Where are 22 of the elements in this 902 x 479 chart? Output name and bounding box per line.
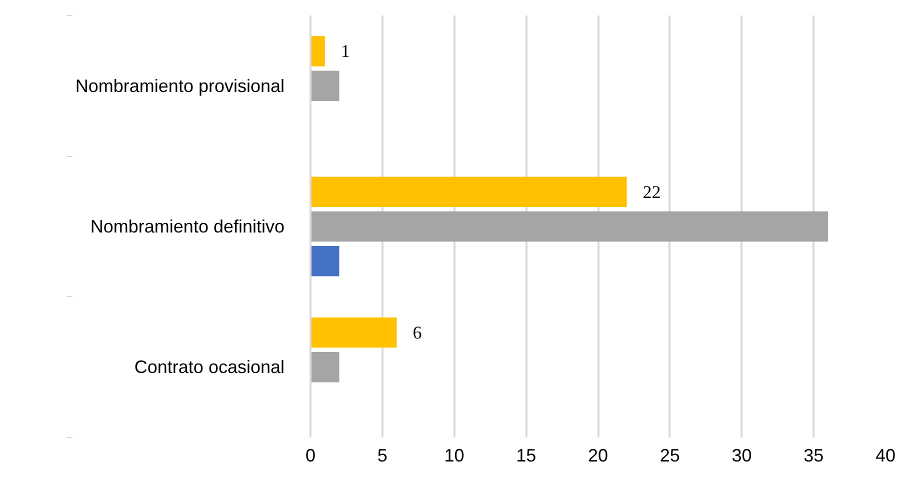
x-tick-label: 30 — [732, 446, 752, 466]
x-tick-label: 35 — [804, 446, 824, 466]
bar — [310, 70, 340, 101]
bar — [310, 176, 627, 208]
data-label: 22 — [642, 182, 661, 202]
data-label: 1 — [340, 41, 350, 62]
x-tick-label: 10 — [444, 446, 464, 466]
x-tick-label: 5 — [377, 446, 388, 466]
x-tick-label: 20 — [588, 446, 608, 466]
x-tick-label: 40 — [875, 446, 896, 466]
bar — [310, 352, 340, 382]
x-tick-label: 0 — [305, 446, 316, 466]
y-tick-label: Contrato ocasional — [134, 357, 285, 378]
bar — [310, 36, 325, 66]
data-label: 6 — [412, 322, 422, 343]
x-tick-label: 25 — [660, 446, 680, 466]
bar — [310, 317, 397, 348]
y-tick-label: Nombramiento definitivo — [90, 216, 285, 236]
bar — [310, 211, 828, 242]
bar — [310, 246, 340, 276]
x-tick-label: 15 — [516, 446, 536, 466]
y-tick-label: Nombramiento provisional — [75, 76, 284, 96]
